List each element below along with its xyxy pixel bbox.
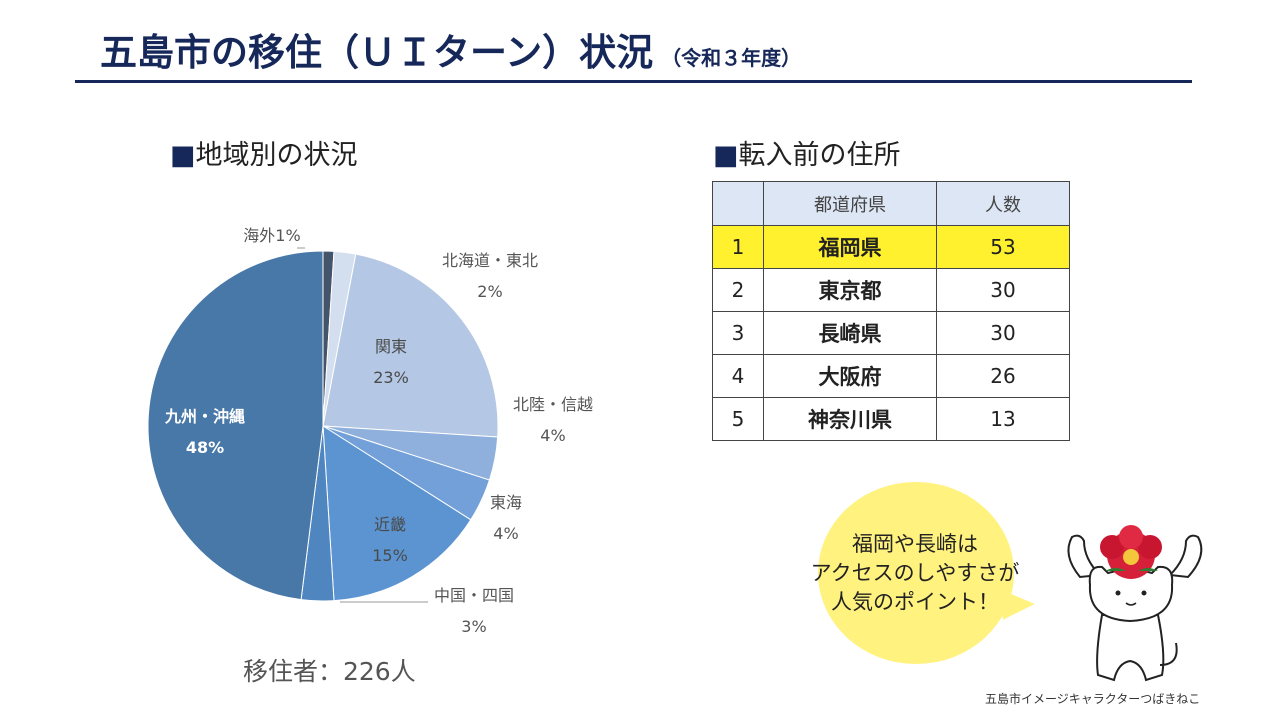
- table-row: 2 東京都 30: [712, 268, 1070, 312]
- table-header-count: 人数: [936, 181, 1070, 226]
- pie-slice-6: [322, 425, 472, 602]
- prefecture-cell: 東京都: [763, 268, 937, 312]
- pie-label-name: 九州・沖縄: [164, 407, 245, 426]
- table-row: 1 福岡県 53: [712, 225, 1070, 269]
- table-row: 5 神奈川県 13: [712, 397, 1070, 441]
- table-header-row: 都道府県 人数: [712, 181, 1070, 226]
- title-main: 五島市の移住（ＵＩターン）状況: [100, 31, 654, 74]
- pie-section-heading: ■地域別の状況: [170, 133, 358, 172]
- square-marker-icon: ■: [713, 140, 739, 171]
- table-header-pref: 都道府県: [763, 181, 937, 226]
- prefecture-cell: 神奈川県: [763, 397, 937, 441]
- rank-cell: 3: [712, 311, 764, 355]
- pie-heading-text: 地域別の状況: [195, 140, 358, 171]
- pie-label-value: 3%: [461, 617, 486, 636]
- pie-label-value: 4%: [493, 524, 518, 543]
- pie-label-value: 4%: [540, 426, 565, 445]
- square-marker-icon: ■: [170, 140, 196, 171]
- table-row: 4 大阪府 26: [712, 354, 1070, 398]
- rank-cell: 4: [712, 354, 764, 398]
- rank-cell: 2: [712, 268, 764, 312]
- pie-label-value: 15%: [372, 546, 408, 565]
- title-divider: [75, 80, 1192, 83]
- count-cell: 26: [936, 354, 1070, 398]
- table-row: 3 長崎県 30: [712, 311, 1070, 355]
- rank-cell: 5: [712, 397, 764, 441]
- rank-cell: 1: [712, 225, 764, 269]
- pie-label-value: 2%: [477, 282, 502, 301]
- table-heading-text: 転入前の住所: [738, 140, 901, 171]
- pie-label-value: 48%: [186, 438, 224, 457]
- speech-bubble-text: 福岡や長崎は アクセスのしやすさが 人気のポイント！: [790, 530, 1040, 617]
- tsubakineko-mascot-icon: [1067, 525, 1203, 682]
- speech-bubble: [818, 482, 1014, 664]
- bubble-line: アクセスのしやすさが: [810, 561, 1020, 585]
- pie-label-name: 東海: [490, 493, 522, 512]
- pie-slice-8: [147, 250, 324, 601]
- bubble-line: 人気のポイント！: [831, 590, 999, 614]
- pie-label-value: 23%: [373, 368, 409, 387]
- table-section-heading: ■転入前の住所: [713, 133, 901, 172]
- pie-label-name: 北海道・東北: [442, 251, 538, 270]
- title-sub: （令和３年度）: [661, 46, 802, 70]
- pie-slice-3: [322, 253, 499, 438]
- pie-label-name: 関東: [375, 337, 407, 356]
- table-header-rank: [712, 181, 764, 226]
- prefecture-cell: 大阪府: [763, 354, 937, 398]
- bubble-line: 福岡や長崎は: [852, 532, 978, 556]
- count-cell: 53: [936, 225, 1070, 269]
- mascot-caption: 五島市イメージキャラクターつばきねこ: [985, 692, 1201, 706]
- prefecture-cell: 福岡県: [763, 225, 937, 269]
- page-title: 五島市の移住（ＵＩターン）状況 （令和３年度）: [100, 22, 801, 76]
- pie-label: 海外1%: [243, 226, 300, 245]
- count-cell: 13: [936, 397, 1070, 441]
- pie-label-name: 近畿: [374, 515, 406, 534]
- pie-label-name: 中国・四国: [434, 586, 514, 605]
- prefecture-cell: 長崎県: [763, 311, 937, 355]
- count-cell: 30: [936, 268, 1070, 312]
- pie-label-name: 北陸・信越: [513, 395, 593, 414]
- count-cell: 30: [936, 311, 1070, 355]
- prefecture-table: 都道府県 人数 1 福岡県 53 2 東京都 30 3 長崎県 30 4 大阪府…: [712, 181, 1070, 441]
- total-migrants: 移住者：226人: [243, 657, 416, 686]
